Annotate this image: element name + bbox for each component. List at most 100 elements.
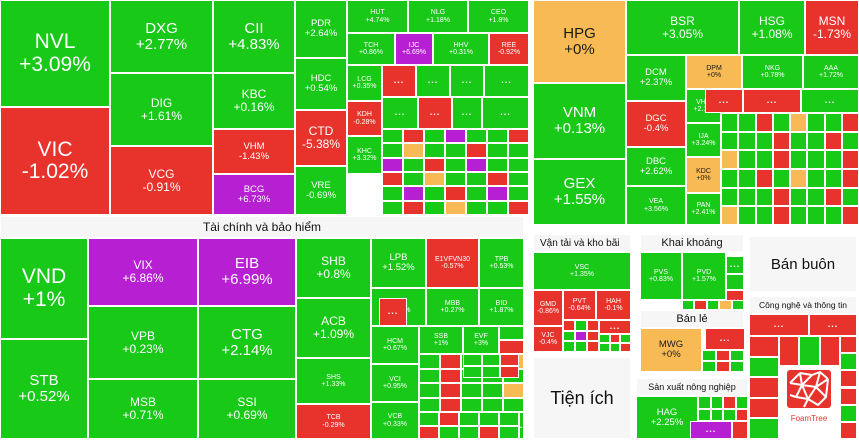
tile-tch[interactable]: TCH +0.86% <box>347 33 395 65</box>
small-tile[interactable] <box>440 383 461 398</box>
small-tile[interactable] <box>482 383 503 398</box>
tile-dpm[interactable]: DPM +0% <box>686 55 742 89</box>
small-tile[interactable] <box>755 113 773 132</box>
small-tile[interactable] <box>735 408 748 421</box>
small-tile[interactable] <box>563 341 575 352</box>
tile-vjc[interactable]: VJC -0.4% <box>533 326 563 352</box>
tile-vnm[interactable]: VNM +0.13% <box>533 83 626 159</box>
small-tile[interactable] <box>508 186 529 201</box>
small-tile[interactable] <box>807 131 825 151</box>
small-tile[interactable] <box>749 336 779 357</box>
tile-mwg[interactable]: MWG +0% <box>640 328 702 372</box>
tile-aaa[interactable]: AAA +1.72% <box>803 55 859 89</box>
small-tile[interactable] <box>721 187 739 207</box>
small-tile[interactable] <box>841 113 859 132</box>
collapsed-group[interactable]: ... <box>809 314 857 336</box>
small-tile[interactable] <box>382 186 403 201</box>
small-tile[interactable] <box>440 368 461 383</box>
small-tile[interactable] <box>587 320 599 331</box>
small-tile[interactable] <box>499 425 519 439</box>
tile-tcb[interactable]: TCB -0.29% <box>296 404 371 439</box>
small-tile[interactable] <box>731 300 744 310</box>
small-tile[interactable] <box>726 274 744 290</box>
small-tile[interactable] <box>749 397 779 419</box>
collapsed-group[interactable]: ... <box>705 328 745 350</box>
tile-gmd[interactable]: GMD -0.86% <box>533 290 563 326</box>
small-tile[interactable] <box>599 343 610 352</box>
small-tile[interactable] <box>807 187 825 207</box>
small-tile[interactable] <box>719 300 732 310</box>
small-tile[interactable] <box>772 150 790 169</box>
tile-pvd[interactable]: PVD +1.57% <box>682 252 726 300</box>
small-tile[interactable] <box>403 157 424 172</box>
sector-retail-header[interactable]: Bán lẻ <box>640 310 744 328</box>
sector-agri-header[interactable]: Sản xuất nông nghiệp <box>636 378 748 396</box>
tile-evf[interactable]: EVF +3% <box>463 326 499 354</box>
small-tile[interactable] <box>840 336 857 354</box>
small-tile[interactable] <box>738 113 756 132</box>
small-tile[interactable] <box>419 412 439 426</box>
small-tile[interactable] <box>424 172 445 187</box>
tile-acb[interactable]: ACB +1.09% <box>296 298 371 358</box>
small-tile[interactable] <box>620 334 631 343</box>
collapsed-group[interactable]: ... <box>418 97 452 129</box>
tile-khc[interactable]: KHC +3.32% <box>347 136 382 174</box>
small-tile[interactable] <box>840 421 857 439</box>
tile-ija[interactable]: IJA +3.24% <box>686 123 721 157</box>
tile-hah[interactable]: HAH -0.1% <box>596 290 631 320</box>
tile-kdc[interactable]: KDC +0% <box>686 157 721 193</box>
small-tile[interactable] <box>440 354 461 369</box>
tile-gex[interactable]: GEX +1.55% <box>533 159 626 225</box>
small-tile[interactable] <box>824 169 842 188</box>
small-tile[interactable] <box>721 131 739 151</box>
small-tile[interactable] <box>807 150 825 169</box>
small-tile[interactable] <box>772 113 790 132</box>
small-tile[interactable] <box>500 366 519 378</box>
tile-ctg[interactable]: CTG +2.14% <box>198 306 296 379</box>
small-tile[interactable] <box>419 383 440 398</box>
tile-hcm[interactable]: HCM +0.67% <box>371 326 419 364</box>
small-tile[interactable] <box>503 383 524 398</box>
small-tile[interactable] <box>790 206 808 225</box>
small-tile[interactable] <box>723 396 736 409</box>
small-tile[interactable] <box>790 113 808 132</box>
small-tile[interactable] <box>419 425 439 439</box>
tile-hhv[interactable]: HHV +0.31% <box>433 33 489 65</box>
tile-shs[interactable]: SHS +1.33% <box>296 358 371 404</box>
small-tile[interactable] <box>445 186 466 201</box>
small-tile[interactable] <box>382 143 403 158</box>
tile-msb[interactable]: MSB +0.71% <box>88 379 198 439</box>
small-tile[interactable] <box>841 131 859 151</box>
small-tile[interactable] <box>466 129 487 144</box>
small-tile[interactable] <box>459 412 479 426</box>
collapsed-group[interactable]: ... <box>705 89 743 113</box>
small-tile[interactable] <box>738 131 756 151</box>
small-tile[interactable] <box>499 326 524 340</box>
tile-nkg[interactable]: NKG +0.78% <box>742 55 803 89</box>
small-tile[interactable] <box>790 150 808 169</box>
sector-utilities-label[interactable]: Tiện ích <box>533 357 631 439</box>
small-tile[interactable] <box>424 186 445 201</box>
small-tile[interactable] <box>824 113 842 132</box>
tile-ssb[interactable]: SSB +1% <box>419 326 463 354</box>
small-tile[interactable] <box>440 397 461 412</box>
small-tile[interactable] <box>824 131 842 151</box>
collapsed-group[interactable]: ... <box>484 65 529 97</box>
small-tile[interactable] <box>738 206 756 225</box>
tile-pvt[interactable]: PVT -0.64% <box>563 290 596 320</box>
tile-vre[interactable]: VRE -0.69% <box>295 166 347 215</box>
collapsed-group[interactable]: ... <box>379 298 407 326</box>
sector-mining-header[interactable]: Khai khoáng <box>640 234 744 252</box>
small-tile[interactable] <box>779 336 800 366</box>
small-tile[interactable] <box>772 169 790 188</box>
collapsed-group[interactable]: ... <box>416 65 450 97</box>
small-tile[interactable] <box>424 200 445 215</box>
collapsed-group[interactable]: ... <box>749 314 809 336</box>
small-tile[interactable] <box>575 330 587 342</box>
tile-ijc[interactable]: IJC +6.69% <box>395 33 433 65</box>
small-tile[interactable] <box>749 377 779 398</box>
small-tile[interactable] <box>463 366 482 378</box>
small-tile[interactable] <box>807 113 825 132</box>
small-tile[interactable] <box>609 343 621 352</box>
small-tile[interactable] <box>587 341 599 352</box>
